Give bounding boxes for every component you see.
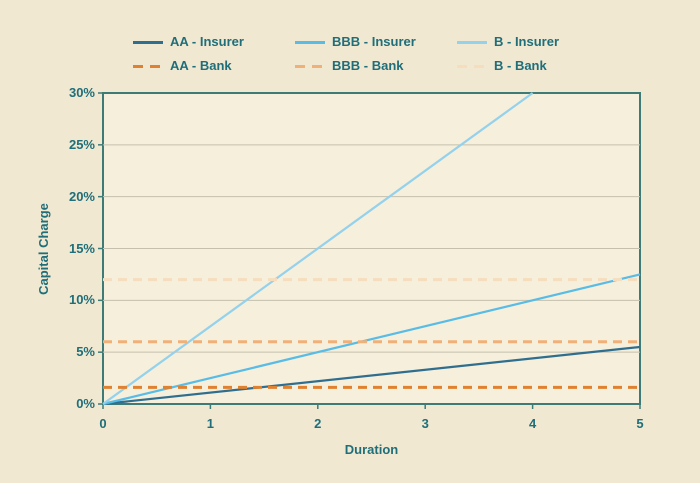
legend-label: BBB - Insurer: [332, 34, 416, 49]
x-tick-label: 4: [528, 416, 537, 431]
series-line-bbb-insurer: [102, 273, 641, 406]
legend-label: AA - Bank: [170, 58, 232, 73]
y-axis-title: Capital Charge: [36, 202, 51, 295]
y-tick-label: 5%: [76, 344, 95, 360]
legend-label: B - Insurer: [494, 34, 560, 49]
y-tick-label: 10%: [68, 292, 95, 308]
y-tick-label: 15%: [68, 240, 95, 256]
legend-label: AA - Insurer: [170, 34, 244, 49]
legend-label: B - Bank: [494, 58, 547, 73]
legend-label: BBB - Bank: [332, 58, 404, 73]
legend-item-bbb-insurer: BBB - Insurer: [295, 33, 457, 51]
y-tick-label: 25%: [68, 136, 95, 152]
legend-solid-line-swatch: [457, 40, 487, 44]
legend-dashed-line-swatch: [133, 64, 163, 68]
legend-item-b-bank: B - Bank: [457, 57, 559, 75]
x-tick-label: 0: [99, 416, 107, 431]
legend-solid-line-swatch: [295, 40, 325, 44]
x-tick-label: 3: [421, 416, 429, 431]
legend-item-aa-insurer: AA - Insurer: [133, 33, 295, 51]
series-line-b-insurer: [102, 92, 534, 405]
legend-dashed-line-swatch: [457, 64, 487, 68]
legend-dashed-line-swatch: [295, 64, 325, 68]
x-tick-label: 5: [636, 416, 644, 431]
y-tick-label: 0%: [76, 396, 95, 411]
legend-item-b-insurer: B - Insurer: [457, 33, 559, 51]
chart-legend: AA - Insurer BBB - Insurer B - Insurer AA -…: [133, 33, 559, 75]
legend-item-aa-bank: AA - Bank: [133, 57, 295, 75]
series-line-aa-insurer: [102, 345, 641, 406]
legend-item-bbb-bank: BBB - Bank: [295, 57, 457, 75]
x-axis-title: Duration: [344, 442, 399, 457]
x-tick-label: 2: [314, 416, 322, 431]
y-tick-label: 20%: [68, 188, 95, 204]
y-tick-label: 30%: [68, 85, 95, 100]
x-tick-label: 1: [206, 416, 214, 431]
legend-solid-line-swatch: [133, 40, 163, 44]
